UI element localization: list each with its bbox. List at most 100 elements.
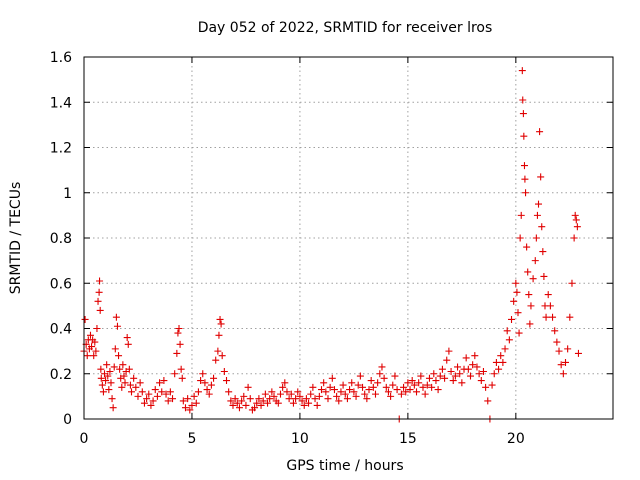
data-point xyxy=(410,381,418,389)
data-point xyxy=(464,365,472,373)
data-point xyxy=(179,397,187,405)
data-point xyxy=(537,173,545,181)
data-point xyxy=(268,388,276,396)
data-point xyxy=(508,315,516,323)
data-point xyxy=(546,302,554,310)
data-point xyxy=(186,406,194,414)
data-point xyxy=(540,272,548,280)
data-point xyxy=(106,367,114,375)
data-point xyxy=(93,325,101,332)
x-tick-label: 20 xyxy=(507,431,525,447)
data-point xyxy=(261,390,269,398)
data-point xyxy=(458,379,466,387)
data-point xyxy=(505,336,513,344)
data-point xyxy=(561,358,569,366)
data-point xyxy=(300,401,308,409)
data-point xyxy=(296,392,304,400)
data-point xyxy=(138,388,146,396)
data-point xyxy=(125,365,133,373)
data-point xyxy=(302,395,310,403)
y-tick-label: 1 xyxy=(63,186,72,202)
data-point xyxy=(499,358,507,366)
data-point xyxy=(132,383,140,391)
data-point xyxy=(524,268,532,276)
data-point xyxy=(400,383,408,391)
data-point xyxy=(274,399,282,407)
data-point xyxy=(434,386,442,394)
data-point xyxy=(92,347,100,355)
y-tick-label: 1.4 xyxy=(50,95,72,111)
data-point xyxy=(443,356,451,364)
data-point xyxy=(264,399,272,407)
data-point xyxy=(257,401,265,409)
data-point xyxy=(380,374,388,382)
x-tick-labels: 0 5 10 15 20 xyxy=(80,431,525,447)
data-point xyxy=(549,313,557,321)
data-point xyxy=(318,386,326,394)
data-point xyxy=(337,388,345,396)
data-point xyxy=(514,309,522,317)
data-point xyxy=(495,365,503,373)
data-point xyxy=(281,379,289,387)
data-point xyxy=(121,379,129,387)
data-point xyxy=(212,356,220,364)
data-point xyxy=(532,234,540,242)
data-point xyxy=(112,313,120,321)
data-point xyxy=(194,388,202,396)
data-point xyxy=(430,370,438,378)
data-point xyxy=(173,349,181,357)
data-point xyxy=(449,377,457,385)
data-point xyxy=(475,370,483,378)
data-point xyxy=(378,363,386,371)
data-point xyxy=(559,370,567,378)
y-tick-label: 0 xyxy=(63,412,72,428)
data-point xyxy=(408,377,416,385)
data-point xyxy=(140,399,148,407)
data-point xyxy=(488,381,496,389)
data-point xyxy=(108,395,116,403)
data-point xyxy=(517,211,525,219)
data-points xyxy=(80,67,582,423)
data-point xyxy=(490,370,498,378)
data-point xyxy=(145,390,153,398)
data-point xyxy=(348,379,356,387)
data-point xyxy=(203,386,211,394)
data-point xyxy=(369,383,377,391)
data-point xyxy=(519,110,527,118)
data-point xyxy=(568,279,576,287)
data-point xyxy=(539,248,547,256)
data-point xyxy=(99,388,107,396)
data-point xyxy=(215,331,223,339)
data-point xyxy=(287,390,295,398)
data-point xyxy=(311,395,319,403)
data-point xyxy=(174,329,182,337)
data-point xyxy=(572,216,580,224)
data-point xyxy=(447,367,455,375)
data-point xyxy=(536,128,544,136)
data-point xyxy=(240,392,248,400)
data-point xyxy=(526,320,534,328)
data-point xyxy=(523,243,531,251)
data-point xyxy=(352,392,360,400)
data-point xyxy=(570,234,578,242)
data-point xyxy=(333,392,341,400)
data-point xyxy=(251,404,259,412)
data-point xyxy=(376,370,384,378)
data-point xyxy=(473,363,481,371)
data-point xyxy=(96,277,104,285)
data-point xyxy=(339,381,347,389)
data-point xyxy=(115,352,123,360)
data-point xyxy=(88,343,96,351)
data-point xyxy=(124,340,132,348)
y-tick-label: 1.6 xyxy=(50,50,72,66)
data-point xyxy=(522,189,530,197)
data-point xyxy=(104,372,112,380)
data-point xyxy=(402,388,410,396)
data-point xyxy=(557,361,565,369)
x-tick-label: 5 xyxy=(187,431,196,447)
data-point xyxy=(216,315,224,323)
data-point xyxy=(359,383,367,391)
data-point xyxy=(456,370,464,378)
data-point xyxy=(503,327,511,335)
